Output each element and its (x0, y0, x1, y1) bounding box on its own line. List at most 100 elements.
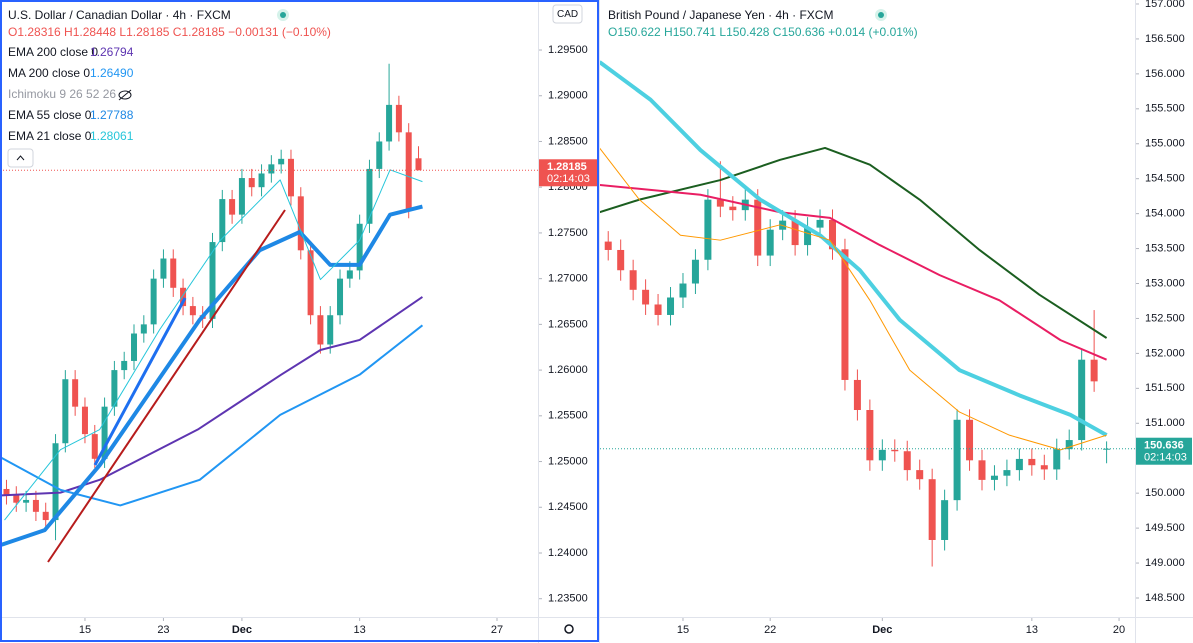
candle-body (1028, 458, 1036, 466)
y-tick-label: 1.27500 (548, 227, 588, 239)
candle-body (891, 449, 899, 452)
candle-body (3, 488, 10, 496)
candle-body (866, 410, 874, 461)
candle-body (81, 406, 88, 435)
collapse-icon (16, 155, 25, 161)
indicator-line (600, 184, 1107, 361)
y-tick-label: 154.000 (1145, 208, 1185, 220)
settings-icon[interactable] (564, 624, 574, 634)
candle-body (337, 278, 344, 316)
candle-body (229, 199, 236, 215)
candle-body (642, 289, 650, 305)
candle-body (131, 333, 138, 361)
candle-body (297, 196, 304, 251)
countdown: 02:14:03 (1144, 452, 1187, 464)
y-tick-label: 148.500 (1145, 592, 1185, 604)
indicator-line (600, 146, 1108, 339)
candle-body (72, 379, 79, 407)
ohlc: O1.28316 H1.28448 L1.28185 C1.28185 −0.0… (8, 25, 331, 39)
y-tick-label: 149.500 (1145, 522, 1185, 534)
candle-body (248, 178, 255, 188)
symbol-title: British Pound / Japanese Yen · 4h · FXCM (608, 8, 833, 22)
indicator-value: 1.28061 (90, 129, 134, 143)
candle-body (346, 270, 353, 279)
candle-body (928, 479, 936, 540)
candle-body (23, 499, 30, 503)
candle-body (704, 199, 712, 260)
status-dot (280, 12, 286, 18)
x-tick-label: 23 (157, 624, 169, 636)
collapse-button[interactable] (7, 148, 34, 168)
candle-body (754, 199, 762, 256)
candle-body (916, 470, 924, 480)
price-tag (539, 159, 597, 187)
y-tick-label: 151.500 (1145, 382, 1185, 394)
candle-body (1003, 470, 1011, 476)
candle-body (101, 406, 108, 459)
y-tick-label: 151.000 (1145, 417, 1185, 429)
y-tick-label: 1.24000 (548, 547, 588, 559)
indicator-name: EMA 21 close 0 (8, 129, 92, 143)
candle-body (366, 168, 373, 224)
indicator-line (0, 204, 423, 547)
candle-body (828, 219, 836, 250)
currency-button[interactable] (552, 4, 583, 24)
candle-body (1040, 465, 1048, 470)
candle-body (317, 315, 324, 345)
candle-body (816, 219, 824, 228)
candle-body (91, 434, 98, 459)
candle-body (604, 241, 612, 250)
candle-body (376, 141, 383, 169)
candle-body (941, 500, 949, 540)
candle-body (32, 499, 39, 512)
candle-body (629, 270, 637, 290)
price-tag (1136, 437, 1192, 465)
candle-body (966, 419, 974, 461)
indicator-value: 1.26490 (90, 66, 134, 80)
candle-body (978, 460, 986, 480)
candle-body (716, 199, 724, 207)
candle-body (766, 229, 774, 256)
x-tick-label: 15 (677, 624, 689, 636)
y-tick-label: 1.25500 (548, 410, 588, 422)
status-dot (878, 12, 884, 18)
candle-body (356, 223, 363, 271)
x-tick-label: 20 (1113, 624, 1125, 636)
candle-body (219, 199, 226, 243)
candle-body (42, 511, 49, 521)
candle-body (287, 158, 294, 197)
trend-line[interactable] (47, 209, 286, 563)
trend-line[interactable] (93, 297, 187, 466)
candle-body (150, 278, 157, 325)
candle-body (238, 178, 245, 215)
candle-body (170, 258, 177, 288)
candle-body (258, 173, 265, 188)
left-axes: 1.23500 1.24000 1.24500 1.25000 1.25500 1.260… (79, 44, 597, 636)
candle-body (1103, 448, 1111, 450)
right-plot (600, 60, 1135, 567)
candle-body (841, 249, 849, 380)
indicator-line (600, 147, 1107, 451)
indicator-line (1, 296, 423, 497)
x-tick-label: 13 (354, 624, 366, 636)
y-tick-label: 1.29000 (548, 90, 588, 102)
indicator-name: EMA 55 close 0 (8, 108, 92, 122)
indicator-name: EMA 200 close 0 (8, 45, 98, 59)
candle-body (395, 104, 402, 133)
candle-body (52, 443, 59, 521)
indicator-line (600, 60, 1108, 437)
indicator-name: MA 200 close 0 (8, 66, 90, 80)
y-tick-label: 1.25000 (548, 455, 588, 467)
indicator-value: 1.27788 (90, 108, 134, 122)
left-plot (0, 63, 538, 547)
y-tick-label: 156.000 (1145, 68, 1185, 80)
candle-body (1015, 458, 1023, 471)
candle-body (1090, 359, 1098, 382)
y-tick-label: 153.000 (1145, 277, 1185, 289)
countdown: 02:14:03 (547, 173, 590, 185)
y-tick-label: 157.000 (1145, 0, 1185, 10)
